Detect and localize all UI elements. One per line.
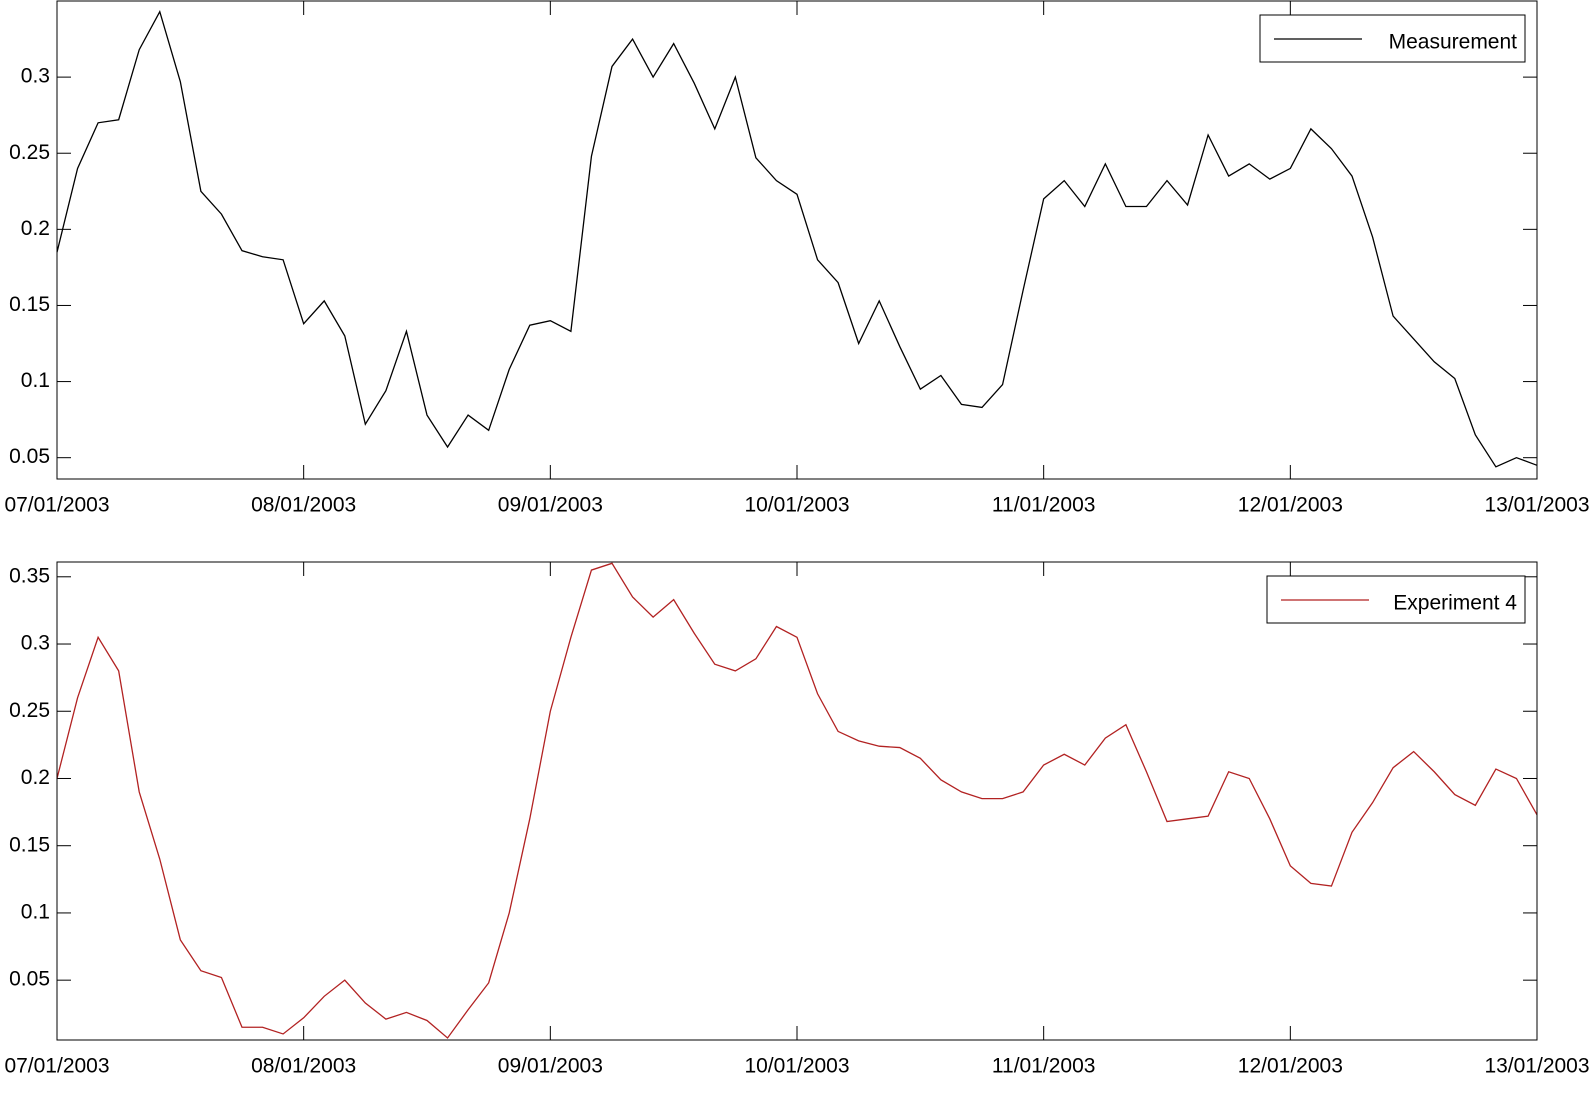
x-tick-label: 10/01/2003 [744,1055,849,1078]
y-tick-label: 0.15 [9,293,50,316]
x-tick-label: 09/01/2003 [498,494,603,517]
y-tick-label: 0.25 [9,699,50,722]
x-tick-label: 13/01/2003 [1484,494,1589,517]
x-tick-label: 08/01/2003 [251,1055,356,1078]
y-tick-label: 0.3 [21,65,50,88]
x-tick-label: 13/01/2003 [1484,1055,1589,1078]
axes-frame [56,0,1538,480]
x-tick-label: 12/01/2003 [1238,494,1343,517]
x-tick-label: 12/01/2003 [1238,1055,1343,1078]
legend-label: Experiment 4 [1393,592,1517,615]
x-tick-label: 08/01/2003 [251,494,356,517]
y-tick-label: 0.1 [21,900,50,923]
x-tick-label: 10/01/2003 [744,494,849,517]
y-tick-label: 0.1 [21,369,50,392]
y-tick-label: 0.2 [21,217,50,240]
axes-frame [56,561,1538,1041]
data-line [56,9,1538,468]
y-tick-label: 0.35 [9,564,50,587]
y-tick-label: 0.05 [9,445,50,468]
y-tick-label: 0.3 [21,632,50,655]
x-tick-label: 11/01/2003 [992,1055,1096,1078]
x-tick-label: 07/01/2003 [4,1055,109,1078]
y-tick-label: 0.2 [21,766,50,789]
y-tick-label: 0.15 [9,833,50,856]
x-tick-label: 09/01/2003 [498,1055,603,1078]
legend-label: Measurement [1389,31,1518,54]
x-tick-label: 11/01/2003 [992,494,1096,517]
y-tick-label: 0.05 [9,968,50,991]
data-line [56,562,1538,1039]
y-tick-label: 0.25 [9,141,50,164]
x-tick-label: 07/01/2003 [4,494,109,517]
